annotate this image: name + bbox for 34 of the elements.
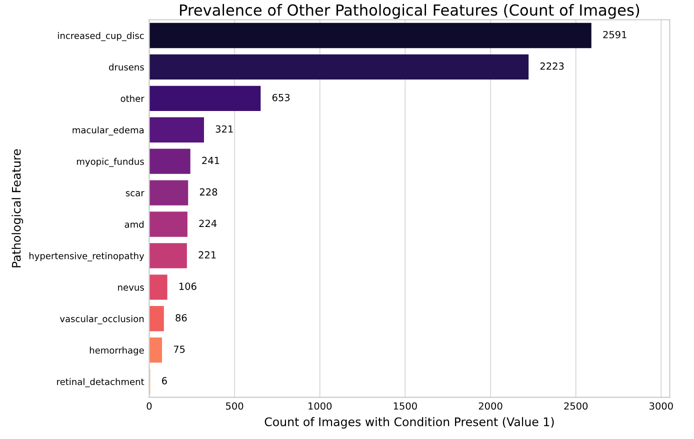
- data-label: 224: [199, 220, 217, 227]
- x-tick-label: 3000: [650, 402, 673, 410]
- data-label: 2223: [540, 62, 564, 70]
- data-label: 653: [272, 94, 290, 102]
- x-tick-label: 2000: [478, 402, 502, 410]
- y-tick-label: myopic_fundus: [77, 158, 144, 167]
- data-label: 6: [162, 377, 167, 384]
- x-tick-label: 1500: [394, 402, 417, 410]
- y-tick-label: hypertensive_retinopathy: [29, 252, 144, 262]
- x-axis-title: Count of Images with Condition Present (Value 1): [264, 417, 554, 429]
- y-tick-label: vascular_occlusion: [60, 315, 144, 324]
- x-tick-label: 0: [146, 402, 152, 410]
- y-tick-label: hemorrhage: [90, 346, 144, 356]
- y-tick-label: increased_cup_disc: [58, 32, 144, 42]
- data-label: 321: [216, 125, 233, 133]
- y-tick-label: amd: [124, 220, 144, 228]
- y-tick-label: scar: [126, 191, 144, 196]
- data-label: 2591: [603, 30, 626, 38]
- x-tick-label: 500: [226, 402, 244, 410]
- data-label: 221: [198, 251, 216, 258]
- y-tick-label: other: [120, 94, 144, 102]
- data-label: 228: [200, 188, 218, 196]
- y-axis-title: Pathological Feature: [12, 149, 24, 268]
- data-label: 86: [176, 314, 187, 322]
- x-tick-label: 1000: [308, 402, 332, 410]
- y-tick-label: nevus: [118, 286, 144, 291]
- y-tick-label: macular_edema: [72, 126, 144, 136]
- y-tick-label: drusens: [109, 64, 144, 71]
- data-label: 75: [174, 346, 185, 353]
- chart-title: Prevalence of Other Pathological Features (Count of Images): [180, 4, 640, 19]
- y-tick-label: retinal_detachment: [57, 378, 144, 388]
- data-label: 106: [179, 282, 196, 290]
- x-tick-label: 2500: [564, 402, 588, 410]
- data-label: 241: [202, 156, 220, 164]
